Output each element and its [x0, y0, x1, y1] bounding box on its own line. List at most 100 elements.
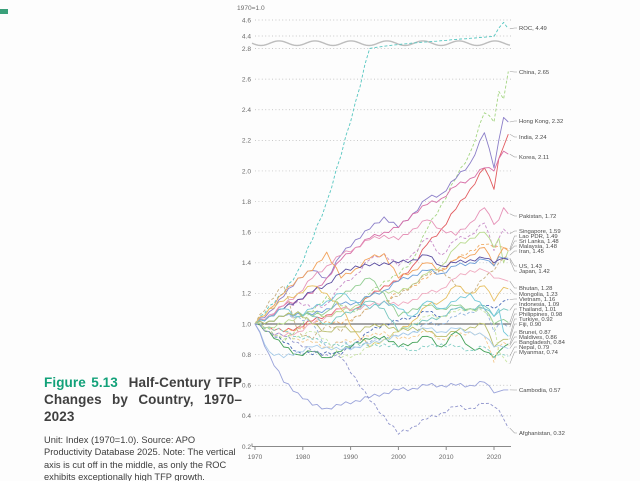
label-leader-maldives — [509, 336, 517, 346]
series-line-malaysia — [254, 247, 509, 325]
country-label-japan: Japan, 1.42 — [519, 269, 550, 275]
y-tick-label: 1.6 — [242, 229, 251, 236]
label-leader-nepal — [509, 346, 517, 357]
y-tick-label: 0.4 — [242, 413, 251, 420]
figure-note: Unit: Index (1970=1.0). Source: APO Prod… — [44, 435, 236, 481]
series-line-india — [254, 134, 509, 333]
country-label-afghanistan: Afghanistan, 0.32 — [519, 431, 565, 437]
y-tick-label: 2.2 — [242, 138, 251, 145]
country-label-pakistan: Pakistan, 1.72 — [519, 214, 556, 220]
x-tick-label: 2000 — [391, 454, 406, 461]
country-label-philippines: Philippines, 0.98 — [519, 312, 563, 318]
series-line-brunei — [254, 323, 509, 359]
x-tick-label: 1990 — [343, 454, 358, 461]
label-leader-malaysia — [509, 245, 517, 251]
country-label-mongolia: Mongolia, 1.23 — [519, 292, 558, 298]
label-leader-korea — [509, 153, 517, 158]
y-axis-unit-label: 1970=1.0 — [237, 5, 265, 12]
x-tick-label: 2010 — [439, 454, 454, 461]
label-leader-brunei — [509, 331, 517, 345]
country-label-cambodia: Cambodia, 0.57 — [519, 388, 561, 394]
series-line-fiji — [254, 311, 509, 348]
country-label-turkiye: Turkiye, 0.92 — [519, 317, 553, 323]
figure-number-label: Figure 5.13 — [44, 375, 118, 390]
y-tick-label: 0.6 — [242, 383, 251, 390]
label-leader-myanmar — [509, 351, 517, 364]
y-tick-label: 0.8 — [242, 352, 251, 359]
y-tick-label: 2.8 — [242, 46, 251, 53]
series-line-pakistan — [254, 207, 509, 325]
label-leader-iran — [509, 250, 517, 256]
series-line-roc — [254, 21, 509, 325]
label-leader-japan — [509, 259, 517, 272]
y-tick-label: 4.6 — [242, 17, 251, 24]
country-label-indonesia: Indonesia, 1.09 — [519, 302, 559, 308]
label-leader-vietnam — [509, 298, 517, 300]
country-label-bhutan: Bhutan, 1.28 — [519, 286, 553, 292]
country-label-china: China, 2.65 — [519, 70, 550, 76]
country-label-fiji: Fiji, 0.90 — [519, 322, 542, 328]
figure-caption: Figure 5.13 Half-Century TFP Changes by C… — [44, 374, 242, 481]
x-tick-label: 1970 — [248, 454, 263, 461]
figure-title-text: Half-Century TFP Changes by Country, 197… — [44, 375, 242, 424]
label-leader-turkiye — [509, 318, 517, 337]
label-leader-us — [509, 258, 517, 267]
series-line-maldives — [254, 322, 509, 363]
label-leader-roc — [509, 27, 517, 30]
y-tick-label: 1.4 — [242, 260, 251, 267]
label-leader-bhutan — [509, 281, 517, 289]
label-leader-philippines — [509, 313, 517, 328]
label-leader-bangladesh — [509, 341, 517, 349]
country-label-india: India, 2.24 — [519, 135, 547, 141]
label-leader-singapore — [509, 230, 517, 234]
series-line-nepal — [254, 322, 509, 359]
country-label-myanmar: Myanmar, 0.74 — [519, 350, 559, 356]
series-line-lao-pdr — [254, 243, 509, 333]
label-leader-pakistan — [509, 213, 517, 217]
y-tick-label: 4.4 — [242, 33, 251, 40]
y-tick-label: 2.0 — [242, 168, 251, 175]
label-leader-hong-kong — [509, 120, 517, 123]
country-label-lao-pdr: Lao PDR, 1.49 — [519, 234, 558, 240]
country-label-iran: Iran, 1.45 — [519, 249, 545, 255]
y-tick-label: 1.2 — [242, 291, 251, 298]
label-leader-lao-pdr — [509, 235, 517, 250]
y-tick-label: 1.0 — [242, 321, 251, 328]
x-tick-label: 1980 — [295, 454, 310, 461]
country-label-thailand: Thailand, 1.01 — [519, 307, 556, 313]
label-leader-indonesia — [509, 303, 517, 311]
label-leader-fiji — [509, 323, 517, 340]
country-label-roc: ROC, 4.49 — [519, 26, 547, 32]
series-line-bhutan — [254, 268, 509, 337]
country-label-vietnam: Vietnam, 1.16 — [519, 297, 556, 303]
country-label-sri-lanka: Sri Lanka, 1.48 — [519, 239, 559, 245]
country-label-us: US, 1.43 — [519, 264, 543, 270]
country-label-brunei: Brunei, 0.87 — [519, 330, 551, 336]
axis-break-wave — [251, 40, 511, 47]
country-label-maldives: Maldives, 0.86 — [519, 335, 558, 341]
country-label-malaysia: Malaysia, 1.48 — [519, 244, 558, 250]
series-line-us — [254, 256, 509, 325]
y-tick-label: 0.2 — [242, 444, 251, 451]
series-line-china — [254, 71, 509, 343]
series-line-myanmar — [254, 308, 509, 365]
y-tick-label: 1.8 — [242, 199, 251, 206]
label-leader-india — [509, 133, 517, 138]
country-label-nepal: Nepal, 0.79 — [519, 345, 549, 351]
country-label-hong-kong: Hong Kong, 2.32 — [519, 119, 563, 125]
page-edge-mark — [0, 9, 8, 14]
label-leader-china — [509, 71, 517, 73]
y-tick-label: 2.6 — [242, 76, 251, 83]
country-label-korea: Korea, 2.11 — [519, 155, 549, 161]
series-line-afghanistan — [254, 323, 509, 435]
y-tick-label: 2.4 — [242, 107, 251, 114]
country-label-singapore: Singapore, 1.59 — [519, 229, 561, 235]
series-line-japan — [254, 254, 509, 325]
label-leader-afghanistan — [509, 427, 517, 434]
country-label-bangladesh: Bangladesh, 0.84 — [519, 340, 566, 346]
x-tick-label: 2020 — [487, 454, 502, 461]
series-line-cambodia — [254, 323, 509, 410]
label-leader-mongolia — [509, 288, 517, 295]
